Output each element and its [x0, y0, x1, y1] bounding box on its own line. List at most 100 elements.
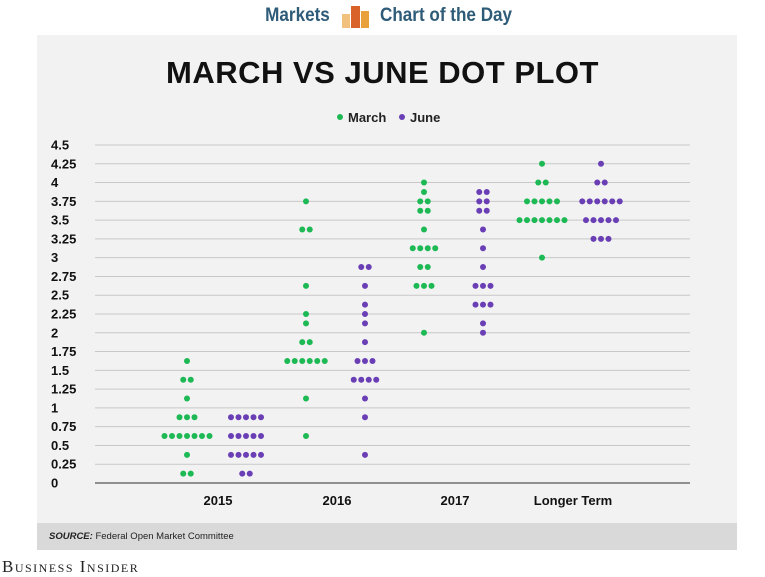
- june-dot: [250, 433, 257, 440]
- march-dot: [524, 217, 530, 224]
- march-dot: [421, 282, 427, 289]
- march-dot: [299, 357, 306, 364]
- june-dot: [605, 235, 612, 242]
- march-dot: [187, 470, 194, 477]
- x-tick-label: Longer Term: [534, 493, 613, 508]
- june-dot: [243, 433, 249, 440]
- june-dot: [365, 264, 372, 271]
- march-dot: [539, 160, 545, 167]
- y-tick-label: 3.75: [51, 194, 76, 209]
- march-dot: [176, 414, 183, 421]
- june-dot: [579, 198, 586, 205]
- march-dot: [424, 198, 431, 205]
- y-tick-label: 3.25: [51, 231, 76, 246]
- june-dot: [362, 357, 368, 364]
- march-dot: [169, 433, 175, 440]
- june-dot: [258, 451, 264, 458]
- march-dot: [535, 179, 542, 186]
- june-dot: [480, 245, 486, 252]
- june-dot: [476, 198, 483, 205]
- march-dot: [554, 217, 560, 224]
- june-dot: [250, 414, 257, 421]
- june-dot: [586, 198, 593, 205]
- march-dot: [516, 217, 523, 224]
- march-dot: [417, 198, 424, 205]
- march-dot: [191, 433, 198, 440]
- june-dot: [354, 357, 361, 364]
- march-dot: [421, 188, 427, 195]
- march-dot: [531, 198, 538, 205]
- june-dot: [601, 179, 608, 186]
- march-dot: [561, 217, 568, 224]
- x-tick-label: 2016: [323, 493, 352, 508]
- source-note: SOURCE: Federal Open Market Committee: [49, 531, 234, 542]
- june-dot: [350, 376, 357, 383]
- march-dot: [184, 451, 190, 458]
- y-tick-label: 2: [51, 325, 58, 340]
- june-dot: [250, 451, 257, 458]
- june-dot: [476, 188, 483, 195]
- y-tick-label: 2.5: [51, 288, 69, 303]
- legend-label: March: [348, 110, 386, 125]
- march-dot: [539, 254, 545, 261]
- march-dot: [417, 245, 424, 252]
- march-dot: [424, 264, 431, 271]
- x-tick-label: 2017: [441, 493, 470, 508]
- june-dot: [583, 217, 589, 224]
- june-dot: [590, 235, 597, 242]
- june-dot: [228, 433, 234, 440]
- march-dot: [299, 339, 306, 346]
- june-dot: [590, 217, 597, 224]
- march-dot: [554, 198, 560, 205]
- march-dot: [284, 357, 291, 364]
- june-dot: [487, 301, 494, 308]
- march-dot: [306, 226, 313, 233]
- june-dot: [246, 470, 253, 477]
- june-dot: [243, 414, 249, 421]
- y-tick-label: 3.5: [51, 213, 69, 228]
- march-dot: [303, 320, 309, 327]
- june-dot: [362, 451, 368, 458]
- june-dot: [258, 433, 264, 440]
- y-tick-label: 0: [51, 476, 58, 491]
- june-dot: [235, 451, 242, 458]
- march-dot: [206, 433, 213, 440]
- june-dot: [480, 301, 486, 308]
- june-dot: [476, 207, 483, 214]
- source-text: Federal Open Market Committee: [95, 531, 234, 542]
- march-dot: [180, 470, 187, 477]
- march-dot: [187, 376, 194, 383]
- june-dot: [228, 414, 234, 421]
- y-tick-label: 1.5: [51, 363, 69, 378]
- y-tick-label: 3: [51, 250, 58, 265]
- y-tick-label: 4: [51, 175, 59, 190]
- june-dot: [480, 264, 486, 271]
- june-dot: [358, 376, 365, 383]
- chart-of-the-day-label: Chart of the Day: [380, 5, 513, 26]
- march-dot: [424, 207, 431, 214]
- march-dot: [539, 198, 545, 205]
- y-tick-label: 4.25: [51, 156, 76, 171]
- logo-bar-2: [351, 6, 360, 28]
- march-dot: [176, 433, 183, 440]
- march-dot: [321, 357, 328, 364]
- march-dot: [421, 179, 427, 186]
- june-dot: [362, 282, 368, 289]
- march-dot: [306, 357, 313, 364]
- march-dot: [303, 198, 309, 205]
- source-label: SOURCE:: [49, 531, 93, 542]
- march-dot: [417, 207, 424, 214]
- june-dot: [609, 198, 616, 205]
- june-dot: [358, 264, 365, 271]
- june-dot: [362, 301, 368, 308]
- march-dot: [432, 245, 439, 252]
- march-dot: [524, 198, 530, 205]
- march-dot: [180, 376, 187, 383]
- june-dot: [362, 395, 368, 402]
- march-dot: [542, 179, 549, 186]
- chart-title: MARCH VS JUNE DOT PLOT: [166, 55, 599, 90]
- legend-label: June: [410, 110, 440, 125]
- legend-marker: [399, 114, 405, 120]
- june-dot: [472, 301, 479, 308]
- march-dot: [421, 329, 427, 336]
